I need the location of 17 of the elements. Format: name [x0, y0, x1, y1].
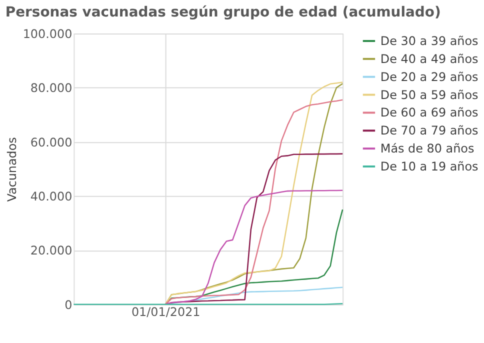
legend-label: De 70 a 79 años [380, 124, 478, 138]
y-tick-label: 60.000 [30, 135, 72, 150]
legend-label: Más de 80 años [380, 142, 474, 156]
y-tick-label: 100.000 [22, 27, 72, 42]
y-tick-label: 40.000 [30, 190, 72, 204]
legend-label: De 40 a 49 años [380, 52, 478, 66]
legend-label: De 60 a 69 años [380, 106, 478, 120]
y-tick-label: 0 [64, 298, 72, 312]
legend-label: De 30 a 39 años [380, 34, 478, 48]
x-tick-label: 01/01/2021 [131, 304, 200, 319]
y-tick-label: 80.000 [30, 81, 72, 96]
legend-label: De 50 a 59 años [380, 88, 478, 102]
y-tick-label: 20.000 [30, 244, 72, 258]
legend-label: De 10 a 19 años [380, 159, 478, 174]
y-axis-title: Vacunados [4, 137, 19, 202]
chart-title: Personas vacunadas según grupo de edad (acumulado) [5, 4, 441, 21]
legend-label: De 20 a 29 años [380, 70, 478, 84]
